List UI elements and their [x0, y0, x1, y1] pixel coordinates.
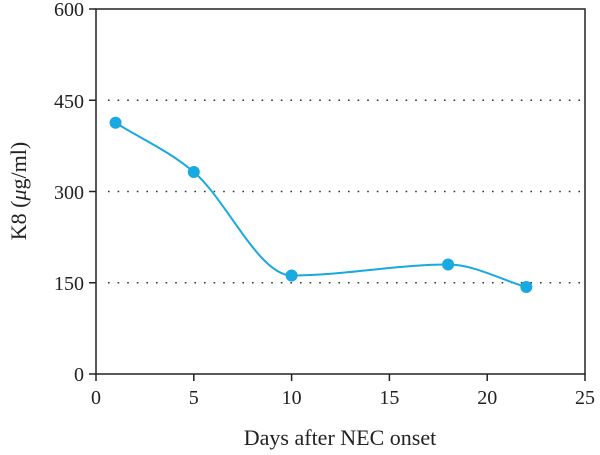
- y-axis-label-mu: μ: [6, 189, 31, 201]
- y-tick-label-2: 300: [54, 182, 84, 204]
- y-axis-label-prefix: K8 (: [6, 201, 31, 241]
- x-tick-label-0: 0: [91, 387, 101, 409]
- y-axis-tick-marks: [89, 8, 96, 375]
- grid-lines: [108, 99, 581, 284]
- data-points: [109, 116, 533, 294]
- y-axis-label-suffix: g/ml): [6, 142, 31, 190]
- data-point-3: [442, 258, 455, 271]
- y-tick-label-0: 0: [74, 364, 84, 386]
- data-point-0: [109, 116, 122, 129]
- x-axis-label: Days after NEC onset: [244, 425, 436, 450]
- x-tick-label-1: 5: [189, 387, 199, 409]
- y-tick-label-4: 600: [54, 0, 84, 21]
- y-tick-label-1: 150: [54, 273, 84, 295]
- y-axis-label: K8 (μg/ml): [6, 142, 31, 240]
- data-point-4: [520, 281, 533, 294]
- x-axis-tick-marks: [95, 374, 586, 381]
- data-point-2: [285, 269, 298, 282]
- x-tick-label-4: 20: [477, 387, 497, 409]
- x-axis-tick-labels: 0 5 10 15 20 25: [91, 387, 595, 409]
- x-tick-label-5: 25: [575, 387, 595, 409]
- data-point-1: [187, 166, 200, 179]
- series-line: [115, 121, 527, 288]
- x-tick-label-2: 10: [282, 387, 302, 409]
- y-axis-tick-labels: 0 150 300 450 600: [54, 0, 84, 386]
- x-tick-label-3: 15: [379, 387, 399, 409]
- y-tick-label-3: 450: [54, 91, 84, 113]
